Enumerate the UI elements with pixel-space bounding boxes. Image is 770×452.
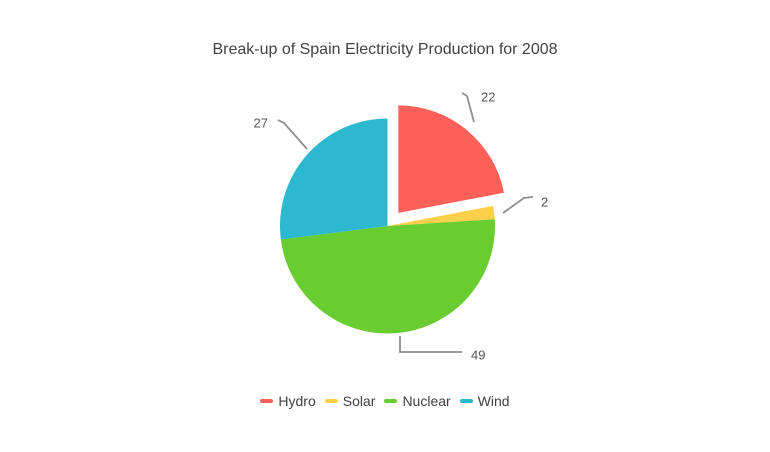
- label-connector-solar: [502, 196, 534, 214]
- legend-label-solar: Solar: [342, 393, 376, 409]
- pie-slice-hydro[interactable]: [398, 105, 504, 213]
- legend-marker-solar: [324, 399, 338, 403]
- legend-item-wind[interactable]: Wind: [459, 391, 510, 411]
- pie-slice-nuclear[interactable]: [280, 219, 495, 334]
- value-label-solar: 2: [541, 195, 548, 210]
- label-connector-nuclear: [399, 336, 462, 353]
- legend-item-hydro[interactable]: Hydro: [260, 391, 316, 411]
- legend-marker-hydro: [260, 399, 274, 403]
- legend-marker-nuclear: [384, 399, 398, 403]
- legend-label-hydro: Hydro: [278, 393, 316, 409]
- value-label-nuclear: 49: [471, 348, 485, 363]
- value-label-wind: 27: [254, 116, 268, 131]
- chart-title: Break-up of Spain Electricity Production…: [212, 41, 558, 58]
- label-connector-hydro: [461, 92, 475, 123]
- legend-item-solar[interactable]: Solar: [324, 391, 376, 411]
- label-connector-wind: [277, 119, 308, 150]
- legend-marker-wind: [459, 399, 473, 403]
- pie-slice-wind[interactable]: [279, 118, 388, 240]
- pie-slice-solar[interactable]: [387, 205, 495, 226]
- value-label-hydro: 22: [481, 90, 495, 105]
- legend-item-nuclear[interactable]: Nuclear: [384, 391, 451, 411]
- chart-legend: Hydro Solar Nuclear Wind: [0, 391, 770, 411]
- legend-label-wind: Wind: [477, 393, 510, 409]
- legend-label-nuclear: Nuclear: [402, 393, 451, 409]
